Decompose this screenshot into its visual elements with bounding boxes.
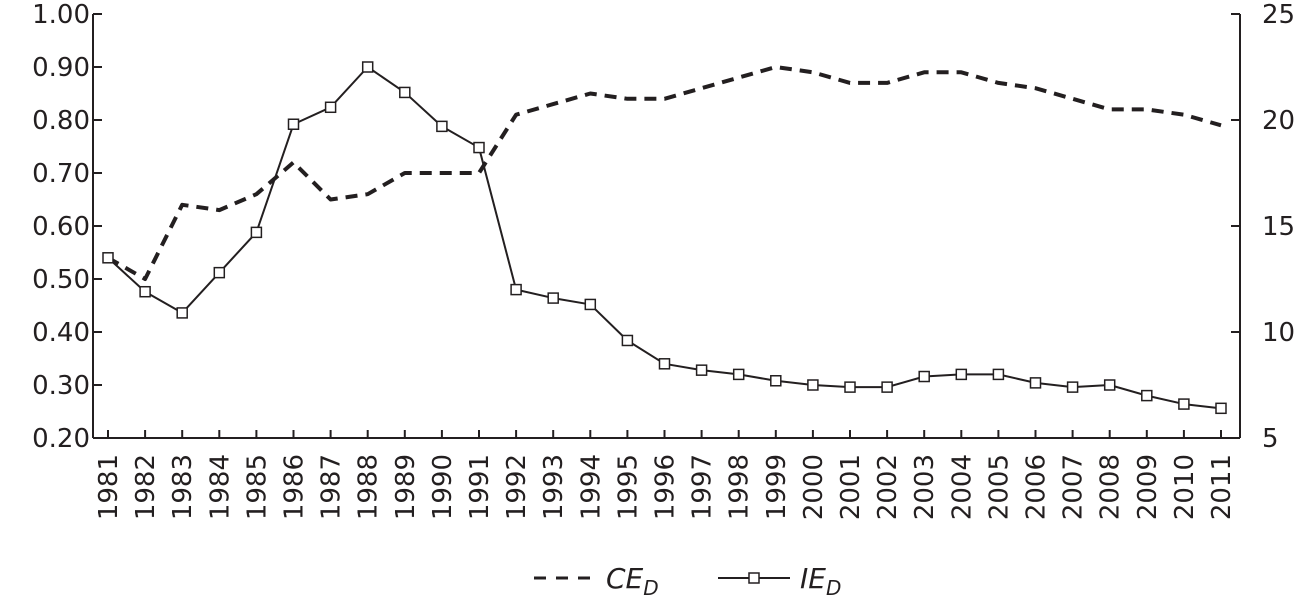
x-tick-label: 2003: [910, 454, 940, 520]
data-point-marker: [436, 120, 448, 133]
x-tick-label: 1994: [576, 454, 606, 520]
legend: CED IED: [534, 562, 841, 595]
x-tick-label: 1991: [465, 454, 495, 520]
data-point-marker: [213, 266, 226, 279]
data-point-marker: [473, 141, 485, 154]
x-tick-label: 2005: [984, 454, 1014, 520]
series-ie-d: [102, 61, 1227, 415]
left-y-axis: 0.20 0.30 0.40 0.50 0.60 0.70 0.80 0.90 1.00: [32, 0, 102, 454]
left-tick-label: 0.70: [32, 159, 90, 189]
x-tick-label: 1996: [651, 454, 681, 520]
x-tick-label: 1998: [725, 454, 755, 520]
data-point-marker: [658, 358, 671, 370]
x-tick-label: 1982: [131, 454, 161, 520]
legend-label: IED: [800, 562, 841, 595]
x-tick-label: 1985: [242, 454, 272, 520]
legend-square-marker: [748, 572, 760, 584]
data-point-marker: [1066, 381, 1079, 393]
left-tick-label: 0.80: [32, 106, 90, 136]
right-tick-label: 20: [1262, 106, 1295, 136]
x-tick-label: 1987: [317, 454, 347, 520]
right-y-axis: 5 10 15 20 25: [1231, 0, 1295, 454]
x-tick-label: 2001: [836, 454, 866, 520]
x-tick-label: 1992: [502, 454, 532, 520]
series-layer: [102, 61, 1227, 415]
right-tick-label: 15: [1262, 212, 1295, 242]
left-tick-label: 1.00: [32, 0, 90, 30]
x-tick-label: 1988: [354, 454, 384, 520]
data-point-marker: [1141, 389, 1153, 402]
data-point-marker: [510, 283, 522, 296]
x-tick-label: 2000: [799, 454, 829, 520]
x-tick-label: 2010: [1170, 454, 1200, 520]
data-point-marker: [250, 226, 263, 239]
data-point-marker: [881, 381, 893, 393]
legend-item: CED: [534, 562, 659, 595]
data-point-marker: [770, 375, 782, 387]
data-point-marker: [955, 368, 968, 381]
data-point-marker: [287, 118, 300, 130]
series-ce-d: [107, 65, 1222, 281]
left-tick-label: 0.20: [32, 424, 90, 454]
data-point-marker: [139, 285, 151, 298]
left-tick-label: 0.90: [32, 53, 90, 83]
x-tick-label: 1981: [94, 454, 124, 520]
x-tick-label: 1993: [539, 454, 569, 520]
data-point-marker: [807, 379, 819, 391]
left-tick-label: 0.30: [32, 371, 90, 401]
x-tick-label: 2002: [873, 454, 903, 520]
data-point-marker: [584, 298, 597, 311]
data-point-marker: [547, 292, 559, 304]
series-line: [107, 65, 1222, 281]
data-point-marker: [695, 364, 708, 376]
data-point-marker: [324, 101, 337, 114]
legend-label: CED: [606, 562, 659, 595]
legend-item: IED: [718, 562, 841, 595]
data-point-marker: [844, 381, 856, 393]
x-tick-label: 1986: [280, 454, 310, 520]
x-tick-label: 1999: [762, 454, 792, 520]
x-tick-label: 2011: [1207, 454, 1237, 520]
x-tick-label: 2004: [947, 454, 977, 520]
data-point-marker: [1029, 377, 1042, 389]
data-point-marker: [1103, 379, 1116, 391]
data-point-marker: [399, 86, 411, 99]
x-tick-label: 1983: [168, 454, 198, 520]
x-tick-label: 2007: [1059, 454, 1089, 520]
right-tick-label: 5: [1262, 424, 1279, 454]
series-line: [107, 66, 1222, 410]
data-point-marker: [1178, 398, 1190, 410]
left-tick-label: 0.40: [32, 318, 90, 348]
data-point-marker: [361, 61, 374, 73]
x-tick-label: 2008: [1096, 454, 1126, 520]
x-tick-label: 2009: [1133, 454, 1163, 520]
x-axis: 1981 1982 1983 1984 1985 1986 1987 1988 1989 1990…: [93, 430, 1240, 520]
x-tick-label: 1984: [205, 454, 235, 520]
x-tick-label: 1997: [688, 454, 718, 520]
left-tick-label: 0.50: [32, 265, 90, 295]
x-tick-label: 2006: [1022, 454, 1052, 520]
x-tick-label: 1989: [391, 454, 421, 520]
x-tick-label: 1995: [613, 454, 643, 520]
data-point-marker: [621, 334, 634, 347]
data-point-marker: [102, 252, 114, 264]
right-tick-label: 10: [1262, 318, 1295, 348]
data-point-marker: [1215, 402, 1227, 415]
data-point-marker: [918, 370, 930, 383]
data-point-marker: [732, 368, 745, 381]
left-tick-label: 0.60: [32, 212, 90, 242]
data-point-marker: [176, 307, 188, 319]
x-tick-label: 1990: [428, 454, 458, 520]
data-point-marker: [992, 368, 1005, 381]
right-tick-label: 25: [1262, 0, 1295, 30]
